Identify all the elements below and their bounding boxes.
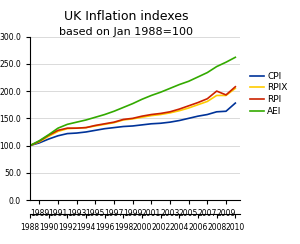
CPI <box>178 119 181 122</box>
RPIX <box>168 112 172 114</box>
AEI <box>149 94 153 97</box>
CPI <box>94 129 97 132</box>
RPI <box>178 108 181 111</box>
RPIX <box>103 123 106 126</box>
AEI <box>94 116 97 119</box>
RPI <box>233 85 237 88</box>
CPI <box>149 122 153 125</box>
CPI <box>75 132 79 134</box>
RPI <box>94 124 97 127</box>
CPI <box>140 123 144 126</box>
RPI <box>47 134 50 137</box>
RPIX <box>94 124 97 127</box>
RPIX <box>140 116 144 119</box>
RPI <box>159 112 163 115</box>
AEI <box>112 110 116 113</box>
RPIX <box>178 109 181 112</box>
RPIX <box>75 127 79 130</box>
RPI <box>140 115 144 118</box>
AEI <box>233 56 237 59</box>
CPI <box>187 117 190 120</box>
AEI <box>38 139 41 142</box>
RPIX <box>149 114 153 117</box>
RPIX <box>187 107 190 110</box>
AEI <box>65 123 69 126</box>
AEI <box>140 98 144 101</box>
RPI <box>196 101 200 104</box>
RPI <box>65 127 69 130</box>
RPIX <box>131 117 134 120</box>
Line: CPI: CPI <box>30 103 235 146</box>
AEI <box>47 133 50 136</box>
Text: UK Inflation indexes: UK Inflation indexes <box>64 10 188 23</box>
AEI <box>122 106 125 109</box>
RPIX <box>65 127 69 130</box>
RPIX <box>233 87 237 90</box>
RPI <box>112 121 116 124</box>
AEI <box>178 83 181 86</box>
RPI <box>38 140 41 143</box>
RPI <box>149 113 153 116</box>
Line: RPI: RPI <box>30 87 235 146</box>
RPIX <box>47 135 50 138</box>
AEI <box>187 80 190 83</box>
RPIX <box>28 144 32 147</box>
RPI <box>206 97 209 100</box>
CPI <box>159 122 163 125</box>
CPI <box>56 134 60 137</box>
RPIX <box>215 94 218 97</box>
AEI <box>168 87 172 90</box>
Text: based on Jan 1988=100: based on Jan 1988=100 <box>59 27 193 37</box>
AEI <box>84 119 88 122</box>
CPI <box>65 132 69 135</box>
AEI <box>159 91 163 94</box>
RPIX <box>196 103 200 106</box>
RPI <box>187 104 190 107</box>
AEI <box>215 65 218 68</box>
CPI <box>131 124 134 127</box>
AEI <box>75 121 79 124</box>
RPI <box>168 110 172 113</box>
RPIX <box>224 94 228 97</box>
RPIX <box>159 113 163 116</box>
RPI <box>56 129 60 132</box>
RPIX <box>56 130 60 133</box>
AEI <box>206 71 209 74</box>
CPI <box>112 126 116 129</box>
CPI <box>206 113 209 116</box>
RPI <box>215 90 218 92</box>
RPI <box>75 127 79 130</box>
AEI <box>28 144 32 147</box>
CPI <box>38 141 41 144</box>
CPI <box>215 110 218 113</box>
CPI <box>224 110 228 113</box>
AEI <box>103 113 106 116</box>
AEI <box>131 102 134 105</box>
CPI <box>122 125 125 128</box>
CPI <box>47 138 50 141</box>
Line: RPIX: RPIX <box>30 88 235 146</box>
RPIX <box>112 121 116 124</box>
RPI <box>28 144 32 147</box>
RPI <box>84 126 88 129</box>
AEI <box>224 61 228 64</box>
RPI <box>103 122 106 125</box>
Line: AEI: AEI <box>30 57 235 146</box>
AEI <box>56 127 60 130</box>
CPI <box>28 144 32 147</box>
CPI <box>103 127 106 130</box>
AEI <box>196 75 200 78</box>
CPI <box>196 115 200 118</box>
Legend: CPI, RPIX, RPI, AEI: CPI, RPIX, RPI, AEI <box>247 68 291 120</box>
RPIX <box>122 119 125 122</box>
RPIX <box>206 100 209 103</box>
RPI <box>224 93 228 96</box>
CPI <box>168 121 172 124</box>
CPI <box>233 102 237 104</box>
RPI <box>131 117 134 120</box>
RPIX <box>38 140 41 143</box>
RPIX <box>84 126 88 129</box>
RPI <box>122 118 125 121</box>
CPI <box>84 131 88 133</box>
